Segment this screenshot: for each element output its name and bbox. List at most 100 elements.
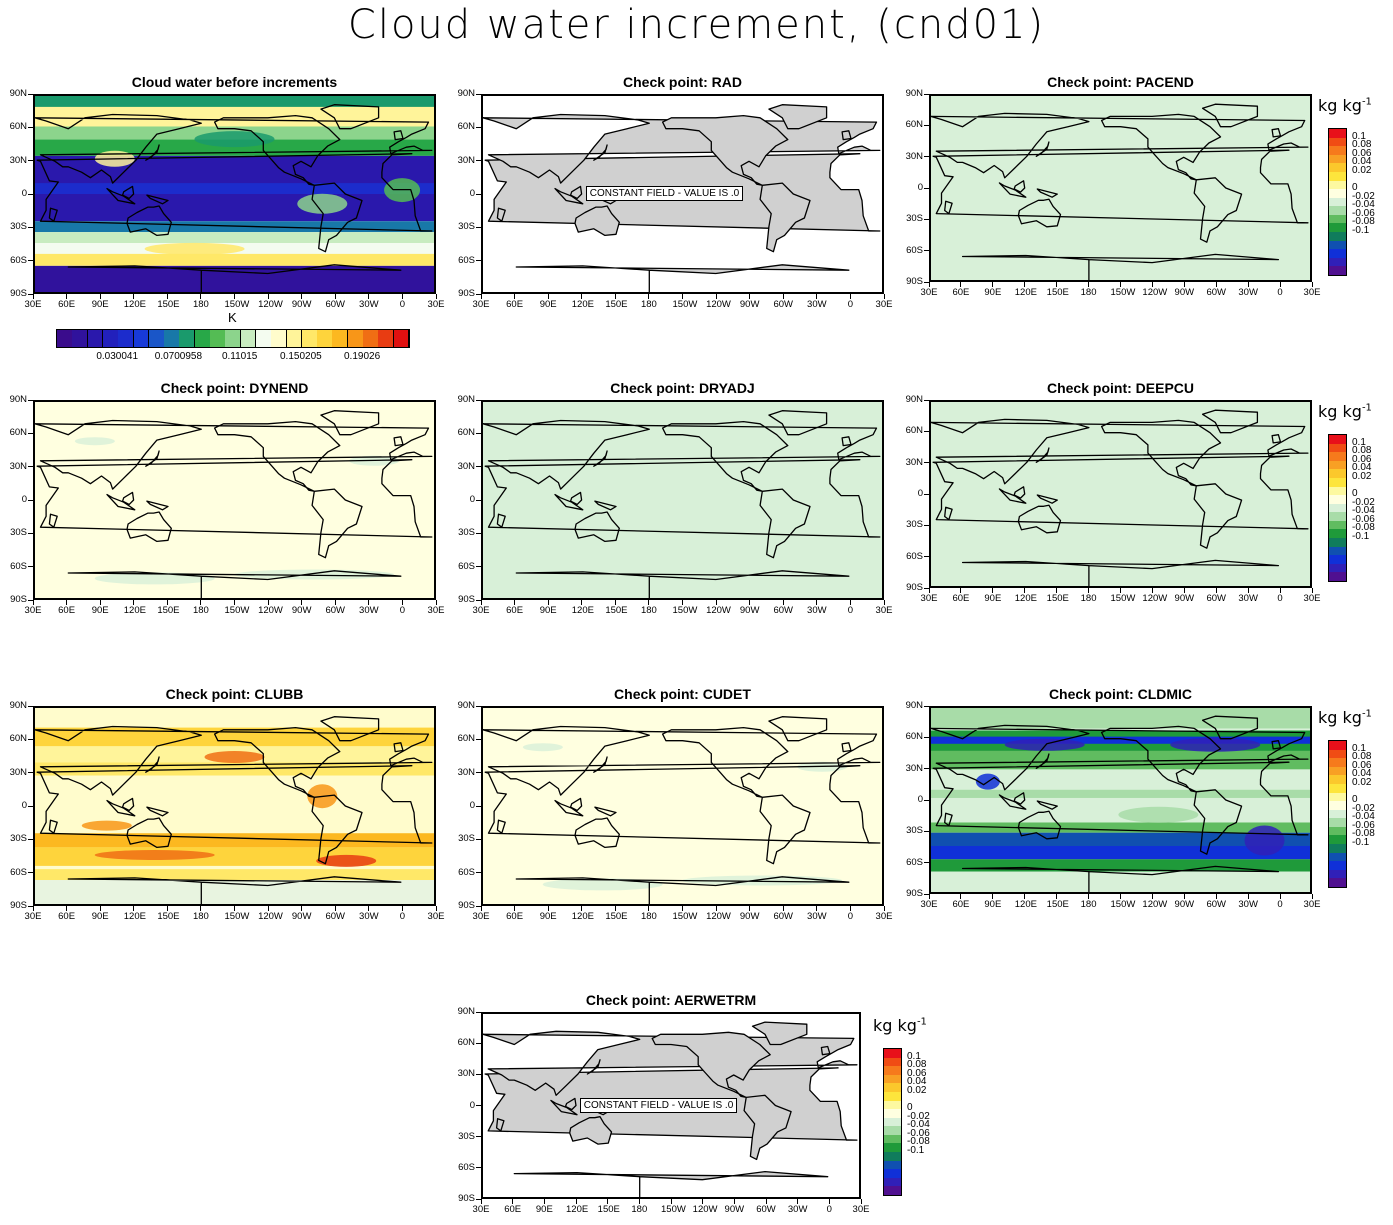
lat-tick xyxy=(28,399,33,401)
coastline xyxy=(213,114,341,186)
coastline xyxy=(67,876,402,904)
lat-tick xyxy=(476,1136,481,1138)
legend-swatch xyxy=(1329,171,1346,182)
legend-label: -0.1 xyxy=(907,1145,925,1157)
lat-tick-label: 30N xyxy=(457,460,475,472)
lon-tick xyxy=(99,294,101,299)
lon-tick xyxy=(234,600,235,605)
lon-tick-label: 30E xyxy=(427,299,445,310)
coastline xyxy=(320,410,380,436)
colorbar-swatch xyxy=(87,330,104,347)
lon-tick-label: 150E xyxy=(1046,899,1069,910)
lon-tick xyxy=(849,294,851,299)
lat-tick-label: 30N xyxy=(457,1068,475,1080)
lon-tick xyxy=(1247,588,1249,593)
legend-swatch xyxy=(1329,197,1346,207)
lon-tick-label: 90E xyxy=(539,911,557,922)
coastline xyxy=(998,794,1027,810)
lon-tick xyxy=(816,906,818,911)
lat-tick-label: 0 xyxy=(21,494,27,505)
legend-swatch xyxy=(1329,232,1346,242)
lon-tick-label: 90E xyxy=(984,287,1002,298)
legend-swatch xyxy=(1329,546,1346,556)
map-frame xyxy=(481,94,884,294)
lat-tick-label: 0 xyxy=(469,1099,475,1111)
lat-tick-label: 90N xyxy=(905,394,923,405)
lat-tick-label: 0 xyxy=(917,488,923,499)
lon-tick-label: 60W xyxy=(325,605,346,616)
panel-title: Check point: CUDET xyxy=(614,686,751,702)
coastline xyxy=(751,1021,808,1046)
lon-tick-label: 150W xyxy=(224,911,250,922)
lon-tick xyxy=(992,588,994,593)
lat-tick xyxy=(476,466,481,468)
lon-tick-label: 120W xyxy=(706,605,731,616)
lon-tick-label: 0 xyxy=(399,911,406,922)
legend-label: -0.08 xyxy=(1352,828,1375,840)
legend-label: -0.04 xyxy=(1352,811,1375,823)
colorbar-swatch xyxy=(393,330,410,347)
lon-tick-label: 30W xyxy=(359,605,379,616)
lon-tick xyxy=(1311,282,1313,287)
legend-swatch xyxy=(1329,792,1346,802)
lon-tick-label: 60E xyxy=(506,605,524,616)
map-panel-cldmic: Check point: CLDMIC 90N 60N 30N 0 30S 60S 90S 30… xyxy=(896,680,1345,920)
legend-label: -0.1 xyxy=(1352,225,1370,237)
lat-tick xyxy=(28,772,33,774)
lat-tick xyxy=(28,872,33,874)
coastline xyxy=(1201,715,1259,740)
coastline xyxy=(1035,447,1050,463)
lat-tick xyxy=(476,226,481,228)
map-frame xyxy=(33,94,436,294)
lon-tick xyxy=(992,282,994,287)
lon-tick-label: 60E xyxy=(504,1204,522,1215)
legend-label: 0.1 xyxy=(1352,130,1366,142)
lon-tick-label: 30E xyxy=(875,299,893,310)
lon-tick xyxy=(648,600,650,605)
lat-tick xyxy=(924,462,929,464)
legend-swatch xyxy=(1329,809,1346,819)
coastline xyxy=(393,130,404,141)
coastline xyxy=(311,488,363,559)
legend-swatch xyxy=(884,1109,901,1119)
legend-unit-base: kg kg xyxy=(1318,708,1362,727)
coastline xyxy=(768,410,828,436)
lon-tick-label: 60E xyxy=(952,593,970,604)
coastline xyxy=(569,185,583,200)
legend-label: 0 xyxy=(907,1102,913,1114)
lon-tick xyxy=(816,600,818,605)
lat-tick-label: 90S xyxy=(906,276,923,287)
coastline xyxy=(594,806,617,817)
lon-tick-label: 180 xyxy=(640,299,657,310)
lon-tick-label: 0 xyxy=(847,299,854,310)
map-canvas xyxy=(483,708,882,904)
coastline xyxy=(1100,725,1222,793)
lon-tick xyxy=(883,906,885,911)
lon-tick-label: 150E xyxy=(157,911,180,922)
lat-tick xyxy=(924,556,929,558)
legend-swatch xyxy=(884,1160,901,1170)
legend-label: 0.06 xyxy=(1352,453,1372,465)
coastline xyxy=(931,112,1309,179)
lat-tick-label: 30N xyxy=(9,154,27,166)
lon-tick-label: 30W xyxy=(807,299,827,310)
lon-tick-label: 30E xyxy=(472,605,490,616)
coastline xyxy=(768,716,828,742)
lon-tick-label: 30W xyxy=(359,299,379,310)
lat-tick xyxy=(476,1167,481,1169)
legend-swatch xyxy=(884,1083,901,1093)
lon-tick-label: 150W xyxy=(224,299,250,310)
lon-tick-label: 120E xyxy=(571,299,594,310)
legend-colorbar xyxy=(1328,740,1347,888)
lat-tick xyxy=(476,905,481,907)
lon-tick-label: 120E xyxy=(1014,287,1037,298)
lon-tick-label: 120E xyxy=(571,911,594,922)
lon-tick-label: 150W xyxy=(672,605,698,616)
colorbar-swatch xyxy=(194,330,211,347)
lat-tick-label: 90S xyxy=(10,900,27,911)
lat-tick xyxy=(476,1198,481,1200)
legend-swatch xyxy=(1329,137,1346,147)
lon-tick xyxy=(301,600,303,605)
legend-swatch xyxy=(1329,495,1346,505)
legend-label: -0.1 xyxy=(1352,837,1370,849)
